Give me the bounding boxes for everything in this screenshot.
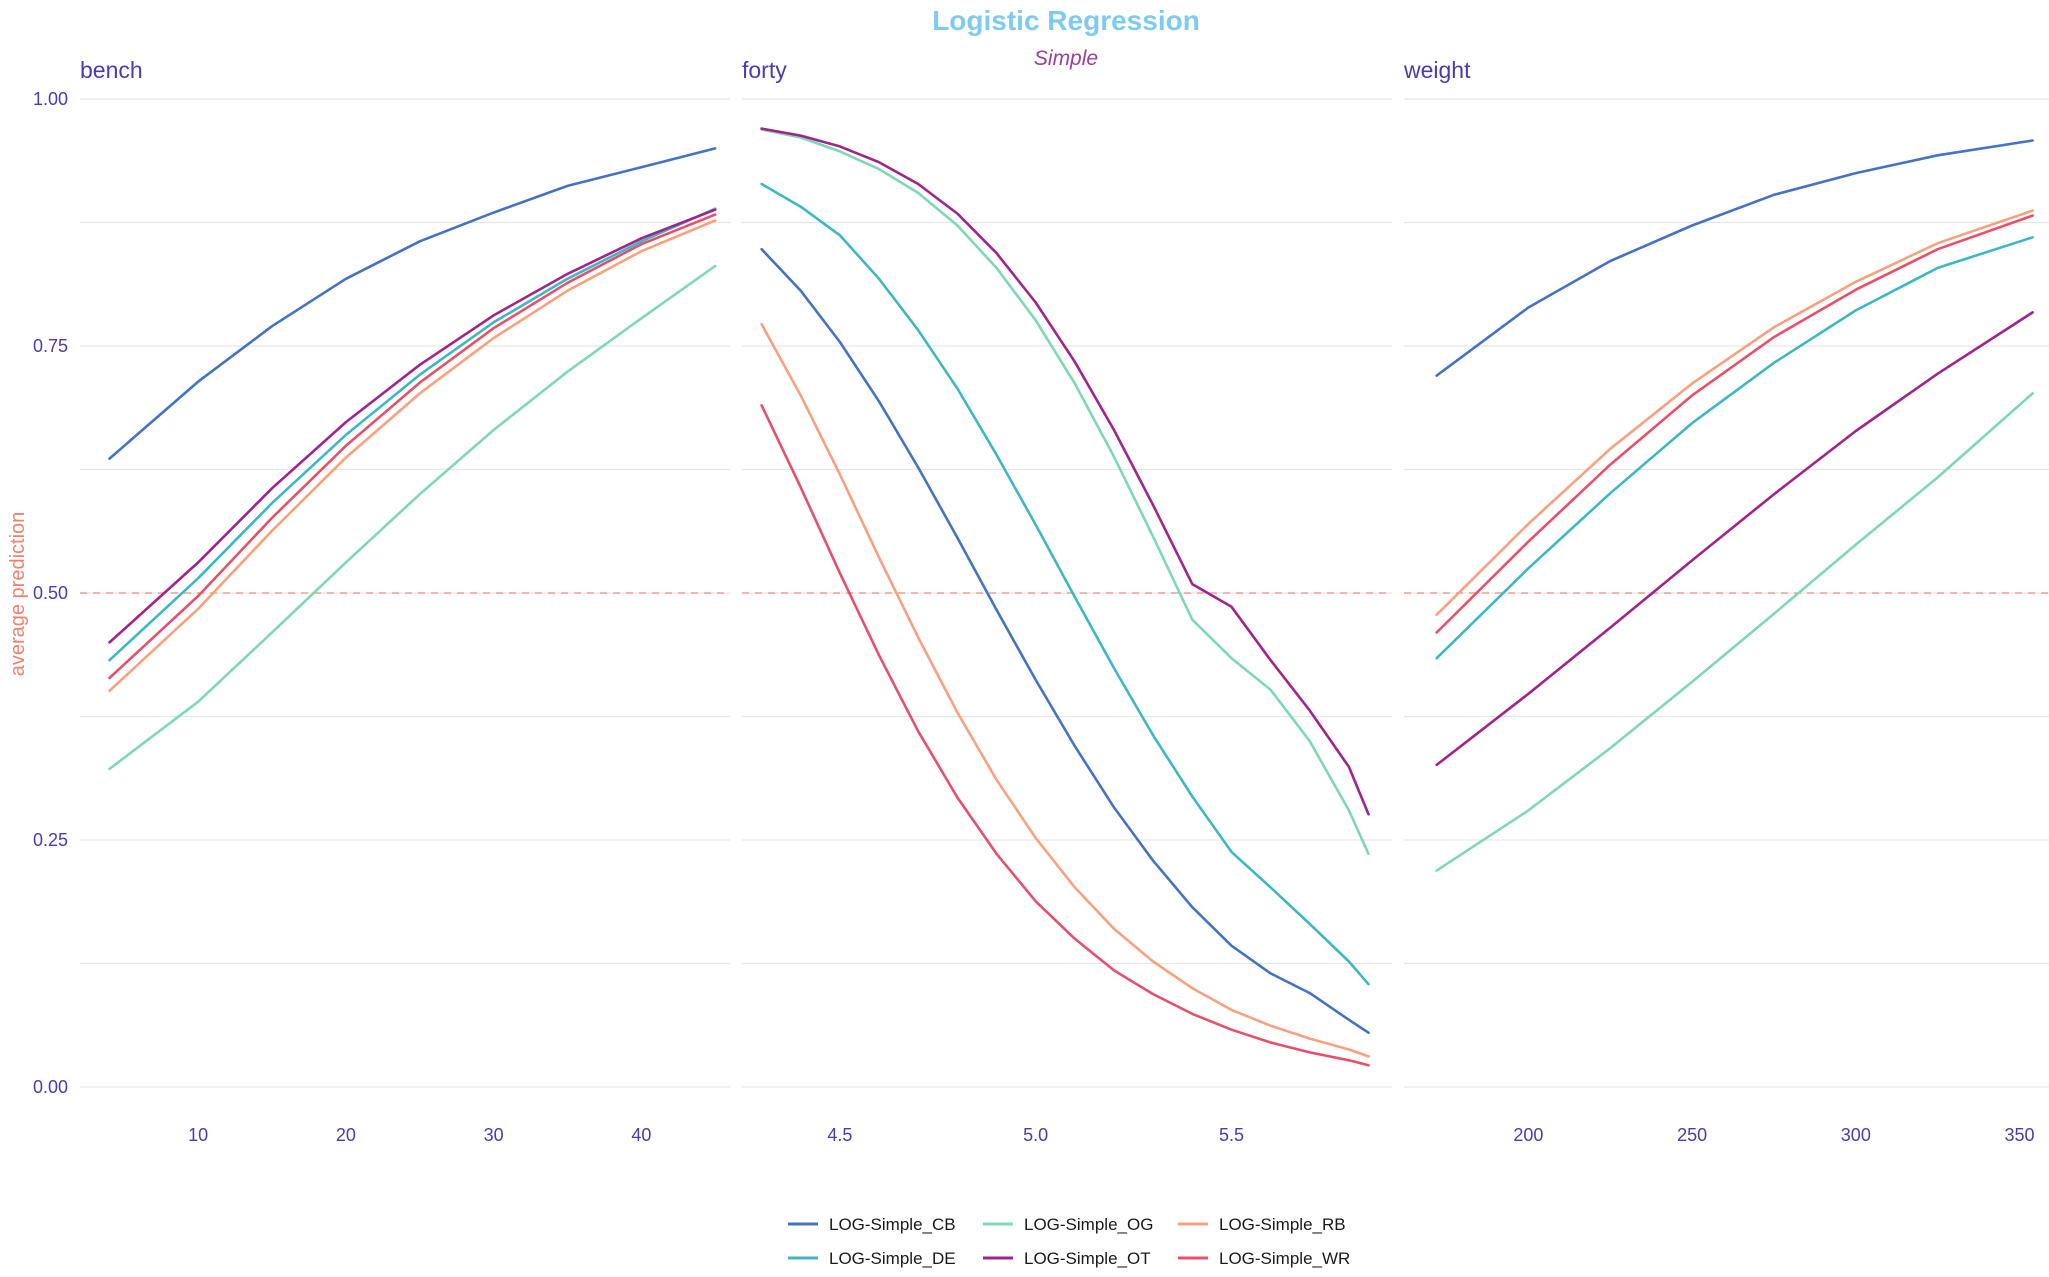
legend-label: LOG-Simple_RB [1219, 1215, 1346, 1234]
y-tick-label: 0.75 [33, 336, 68, 356]
y-tick-label: 0.25 [33, 830, 68, 850]
x-tick-label: 200 [1513, 1125, 1543, 1145]
legend-item-log-simple-de: LOG-Simple_DE [788, 1249, 956, 1268]
legend-item-log-simple-rb: LOG-Simple_RB [1178, 1215, 1346, 1234]
x-tick-label: 5.5 [1219, 1125, 1244, 1145]
series-line-log-simple-ot [760, 127, 1370, 816]
series-line-log-simple-rb [760, 323, 1370, 1058]
legend-label: LOG-Simple_DE [829, 1249, 956, 1268]
series-line-log-simple-wr [760, 404, 1370, 1067]
series-line-log-simple-cb [108, 147, 717, 460]
series-line-log-simple-og [760, 128, 1370, 856]
panel-forty: forty 4.5 5.0 5.5 [742, 57, 1392, 1145]
x-tick-label: 40 [631, 1125, 651, 1145]
legend-item-log-simple-ot: LOG-Simple_OT [983, 1249, 1151, 1268]
panel-label-weight: weight [1403, 57, 1471, 83]
legend-item-log-simple-wr: LOG-Simple_WR [1178, 1249, 1350, 1268]
x-tick-label: 350 [2005, 1125, 2035, 1145]
panel-label-bench: bench [80, 57, 143, 83]
x-tick-label: 4.5 [827, 1125, 852, 1145]
legend-item-log-simple-og: LOG-Simple_OG [983, 1215, 1153, 1234]
panel-weight: weight 200 250 300 350 [1403, 57, 2049, 1145]
series-line-log-simple-de [1435, 236, 2034, 660]
legend: LOG-Simple_CB LOG-Simple_DE LOG-Simple_OG L… [788, 1215, 1350, 1268]
x-tick-label: 20 [336, 1125, 356, 1145]
x-tick-label: 30 [484, 1125, 504, 1145]
x-tick-label: 250 [1677, 1125, 1707, 1145]
series-line-log-simple-wr [108, 213, 717, 680]
panel-bench: bench 10 20 30 40 [80, 57, 730, 1145]
panels-group: bench 10 20 30 40 forty 4.5 5.0 5.5 weight 200 250 3… [33, 57, 2049, 1145]
x-tick-label: 5.0 [1023, 1125, 1048, 1145]
series-line-log-simple-de [108, 207, 717, 662]
panel-label-forty: forty [742, 57, 787, 83]
series-line-log-simple-de [760, 182, 1370, 986]
chart-subtitle: Simple [1034, 47, 1098, 70]
series-line-log-simple-wr [1435, 214, 2034, 634]
series-line-log-simple-ot [1435, 311, 2034, 767]
x-tick-label: 10 [188, 1125, 208, 1145]
series-line-log-simple-og [108, 264, 717, 771]
legend-label: LOG-Simple_WR [1219, 1249, 1350, 1268]
y-axis-label: average prediction [7, 512, 29, 677]
legend-label: LOG-Simple_OG [1024, 1215, 1153, 1234]
y-tick-label: 1.00 [33, 89, 68, 109]
legend-label: LOG-Simple_CB [829, 1215, 956, 1234]
series-line-log-simple-cb [1435, 139, 2034, 377]
series-line-log-simple-og [1435, 392, 2034, 872]
series-line-log-simple-rb [1435, 209, 2034, 616]
y-tick-label: 0.00 [33, 1077, 68, 1097]
series-line-log-simple-rb [108, 219, 717, 693]
x-tick-label: 300 [1841, 1125, 1871, 1145]
series-line-log-simple-cb [760, 247, 1370, 1034]
legend-item-log-simple-cb: LOG-Simple_CB [788, 1215, 956, 1234]
y-tick-label: 0.50 [33, 583, 68, 603]
chart-title: Logistic Regression [932, 5, 1200, 36]
legend-label: LOG-Simple_OT [1024, 1249, 1151, 1268]
series-line-log-simple-ot [108, 208, 717, 644]
